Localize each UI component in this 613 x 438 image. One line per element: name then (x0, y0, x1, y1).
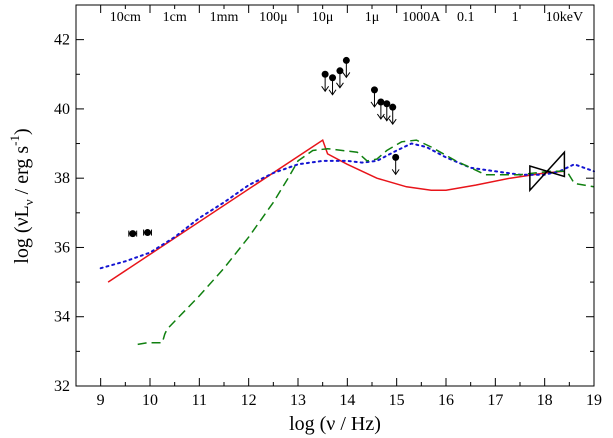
series-line-solid (107, 138, 565, 283)
y-tick-label: 42 (54, 32, 70, 49)
upper-limit-arrow-head (328, 89, 337, 96)
detection-point (144, 229, 152, 237)
y-tick-label: 32 (54, 378, 70, 395)
top-axis-label: 10keV (546, 10, 583, 25)
x-tick-label: 13 (290, 392, 306, 409)
top-axis-label: 1cm (163, 10, 187, 25)
y-tick-label: 38 (54, 170, 70, 187)
x-tick-label: 17 (487, 392, 503, 409)
upper-limit-point (329, 74, 337, 82)
x-tick-label: 12 (241, 392, 257, 409)
upper-limit-arrow-head (370, 101, 379, 108)
x-tick-label: 10 (142, 392, 158, 409)
upper-limit-arrow-head (391, 169, 400, 176)
upper-limit-point (383, 100, 391, 108)
x-axis-label: log (ν / Hz) (289, 413, 381, 435)
y-tick-label: 40 (54, 101, 70, 118)
top-axis-label: 1mm (210, 10, 239, 25)
series-line-dashed (137, 139, 595, 346)
top-axis-label: 10cm (110, 10, 141, 25)
x-tick-label: 15 (389, 392, 405, 409)
x-tick-label: 11 (192, 392, 207, 409)
upper-limit-point (389, 103, 397, 111)
upper-limit-point (392, 153, 400, 161)
upper-limit-point (336, 67, 344, 75)
xray-bowtie (529, 150, 566, 193)
y-tick-label: 34 (54, 309, 70, 326)
upper-limit-point (321, 70, 329, 78)
top-axis-label: 1000A (402, 10, 441, 25)
upper-limit-point (377, 98, 385, 106)
plot-frame (75, 4, 595, 387)
top-axis-label: 0.1 (457, 10, 475, 25)
upper-limit-point (370, 86, 378, 94)
top-axis-label: 100μ (259, 10, 288, 25)
xray-bowtie-layer (529, 150, 566, 193)
upper-limit-arrow-head (382, 115, 391, 122)
upper-limit-arrow-head (336, 82, 344, 89)
top-axis-label: 10μ (312, 10, 334, 25)
y-axis-label: log (νLν / erg s-1) (7, 128, 36, 263)
upper-limit-arrow-head (321, 85, 330, 93)
upper-limit-arrow-head (376, 113, 385, 120)
detection-point (129, 230, 137, 238)
upper-limit-point (342, 56, 350, 64)
axes-layer: 9 10 11 12 13 14 15 16 17 18 19 32 34 36 38 40 42 10cm 1cm… (54, 5, 602, 409)
upper-limit-arrow-head (388, 118, 397, 126)
x-tick-label: 19 (586, 392, 602, 409)
top-axis-label: 1μ (365, 10, 380, 25)
y-tick-label: 36 (54, 239, 70, 256)
top-axis-label: 1 (512, 10, 519, 25)
upper-limit-arrow-head (342, 72, 351, 79)
x-tick-label: 9 (97, 392, 105, 409)
x-tick-label: 14 (339, 392, 355, 409)
x-tick-label: 16 (438, 392, 454, 409)
data-points-layer (128, 56, 400, 238)
x-tick-label: 18 (537, 392, 553, 409)
